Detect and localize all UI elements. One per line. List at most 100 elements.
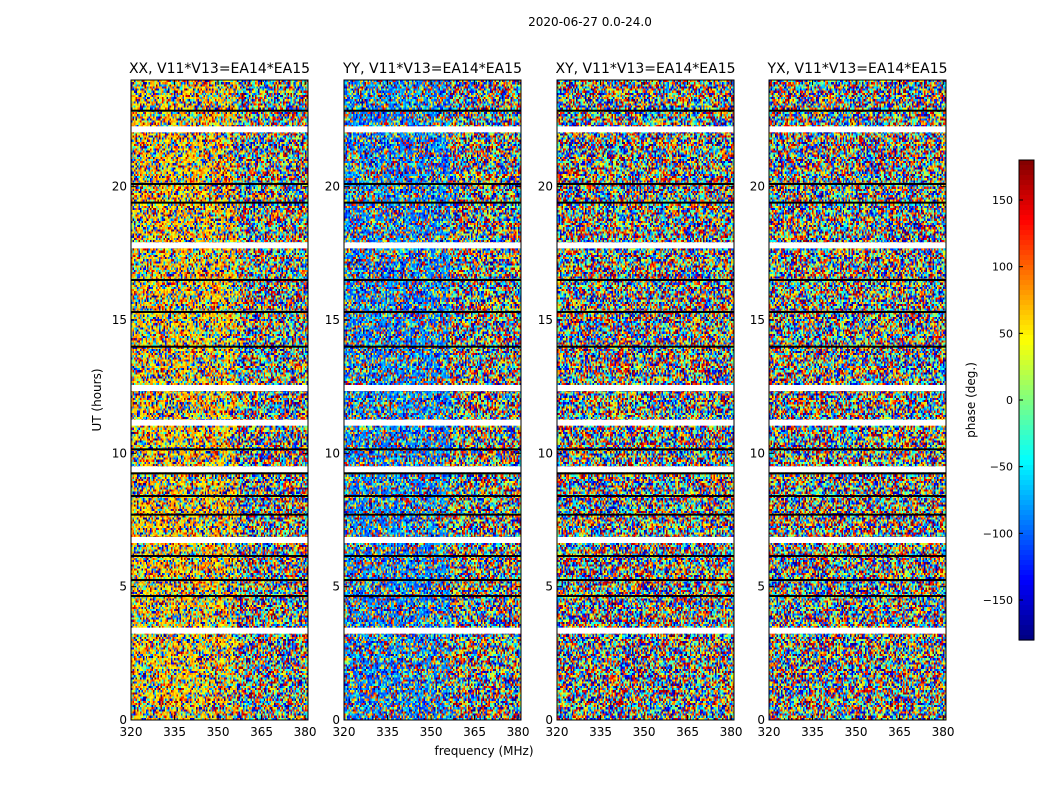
colorbar-segment bbox=[1019, 360, 1034, 366]
dark-row bbox=[131, 311, 308, 313]
dark-row bbox=[557, 472, 734, 475]
dark-row bbox=[344, 109, 521, 112]
panel-title: XY, V11*V13=EA14*EA15 bbox=[555, 61, 735, 77]
colorbar-segment bbox=[1019, 630, 1034, 636]
colorbar-segment bbox=[1019, 580, 1034, 586]
panel-xx: XX, V11*V13=EA14*EA15 320 335 350 365 380 0 5 10… bbox=[112, 61, 317, 739]
y-tick-label: 15 bbox=[750, 313, 765, 327]
y-tick-label: 20 bbox=[325, 180, 340, 194]
colorbar-segment bbox=[1019, 420, 1034, 426]
colorbar-segment bbox=[1019, 350, 1034, 356]
colorbar-segment bbox=[1019, 325, 1034, 331]
flagged-band bbox=[344, 126, 521, 133]
y-tick-label: 10 bbox=[112, 446, 127, 460]
flagged-band bbox=[131, 385, 308, 391]
y-tick-label: 5 bbox=[757, 580, 765, 594]
colorbar-segment bbox=[1019, 620, 1034, 626]
colorbar-segment bbox=[1019, 240, 1034, 246]
colorbar-segment bbox=[1019, 625, 1034, 631]
x-tick-label: 320 bbox=[758, 725, 781, 739]
dark-row bbox=[131, 109, 308, 112]
colorbar-segment bbox=[1019, 250, 1034, 256]
dark-row bbox=[769, 595, 946, 597]
colorbar-segment bbox=[1019, 530, 1034, 536]
suptitle: 2020-06-27 0.0-24.0 bbox=[528, 15, 652, 29]
x-axis-label: frequency (MHz) bbox=[434, 744, 533, 758]
x-tick-label: 335 bbox=[801, 725, 824, 739]
colorbar-segment bbox=[1019, 280, 1034, 286]
flagged-band bbox=[769, 126, 946, 133]
dark-row bbox=[557, 183, 734, 185]
colorbar-segment bbox=[1019, 405, 1034, 411]
x-tick-label: 335 bbox=[589, 725, 612, 739]
colorbar-segment bbox=[1019, 485, 1034, 491]
x-tick-label: 380 bbox=[507, 725, 530, 739]
x-tick-label: 350 bbox=[420, 725, 443, 739]
x-tick-label: 320 bbox=[333, 725, 356, 739]
colorbar-segment bbox=[1019, 390, 1034, 396]
dark-row bbox=[131, 345, 308, 348]
dark-row bbox=[769, 555, 946, 557]
colorbar-segment bbox=[1019, 260, 1034, 266]
dark-row bbox=[557, 279, 734, 281]
flagged-band bbox=[769, 466, 946, 473]
colorbar-segment bbox=[1019, 380, 1034, 386]
dark-row bbox=[557, 579, 734, 581]
flagged-band bbox=[769, 627, 946, 634]
flagged-band bbox=[344, 627, 521, 634]
y-tick-label: 5 bbox=[119, 580, 127, 594]
flagged-band bbox=[557, 242, 734, 249]
colorbar-segment bbox=[1019, 550, 1034, 556]
dark-row bbox=[344, 579, 521, 581]
dark-row bbox=[557, 555, 734, 557]
y-tick-label: 20 bbox=[750, 180, 765, 194]
colorbar-segment bbox=[1019, 595, 1034, 601]
dark-row bbox=[131, 495, 308, 497]
panel-title: YX, V11*V13=EA14*EA15 bbox=[766, 61, 947, 77]
y-tick-label: 15 bbox=[112, 313, 127, 327]
colorbar-segment bbox=[1019, 160, 1034, 166]
colorbar-tick-label: 50 bbox=[999, 327, 1013, 340]
y-tick-label: 20 bbox=[538, 180, 553, 194]
flagged-band bbox=[769, 537, 946, 543]
panel-xy: XY, V11*V13=EA14*EA15 320 335 350 365 380 0 5 10… bbox=[538, 61, 743, 739]
x-tick-label: 335 bbox=[163, 725, 186, 739]
x-tick-label: 380 bbox=[294, 725, 317, 739]
colorbar-segment bbox=[1019, 475, 1034, 481]
dark-row bbox=[769, 279, 946, 281]
colorbar-segment bbox=[1019, 205, 1034, 211]
colorbar-segment bbox=[1019, 430, 1034, 436]
flagged-band bbox=[131, 419, 308, 426]
colorbar-segment bbox=[1019, 285, 1034, 291]
colorbar-tick-label: −50 bbox=[990, 461, 1013, 474]
dark-row bbox=[131, 201, 308, 204]
colorbar-segment bbox=[1019, 375, 1034, 381]
colorbar-segment bbox=[1019, 265, 1034, 271]
colorbar-label: phase (deg.) bbox=[964, 362, 978, 438]
panel-frame bbox=[768, 79, 947, 721]
y-tick-label: 20 bbox=[112, 180, 127, 194]
colorbar-segment bbox=[1019, 605, 1034, 611]
colorbar-segment bbox=[1019, 450, 1034, 456]
flagged-band bbox=[344, 242, 521, 249]
dark-row bbox=[131, 595, 308, 597]
y-tick-label: 0 bbox=[332, 713, 340, 727]
y-tick-label: 0 bbox=[119, 713, 127, 727]
colorbar-segment bbox=[1019, 180, 1034, 186]
colorbar-segment bbox=[1019, 585, 1034, 591]
colorbar: 150 100 50 0 −50 −100 −150 bbox=[983, 159, 1035, 641]
colorbar-segment bbox=[1019, 410, 1034, 416]
colorbar-segment bbox=[1019, 310, 1034, 316]
dark-row bbox=[131, 279, 308, 281]
dark-row bbox=[769, 311, 946, 313]
flagged-band bbox=[131, 537, 308, 543]
dark-row bbox=[769, 495, 946, 497]
dark-row bbox=[769, 579, 946, 581]
dark-row bbox=[344, 513, 521, 516]
dark-row bbox=[131, 183, 308, 185]
colorbar-segment bbox=[1019, 610, 1034, 616]
colorbar-segment bbox=[1019, 490, 1034, 496]
colorbar-segment bbox=[1019, 175, 1034, 181]
flagged-band bbox=[131, 627, 308, 634]
colorbar-tick-label: −150 bbox=[983, 594, 1013, 607]
